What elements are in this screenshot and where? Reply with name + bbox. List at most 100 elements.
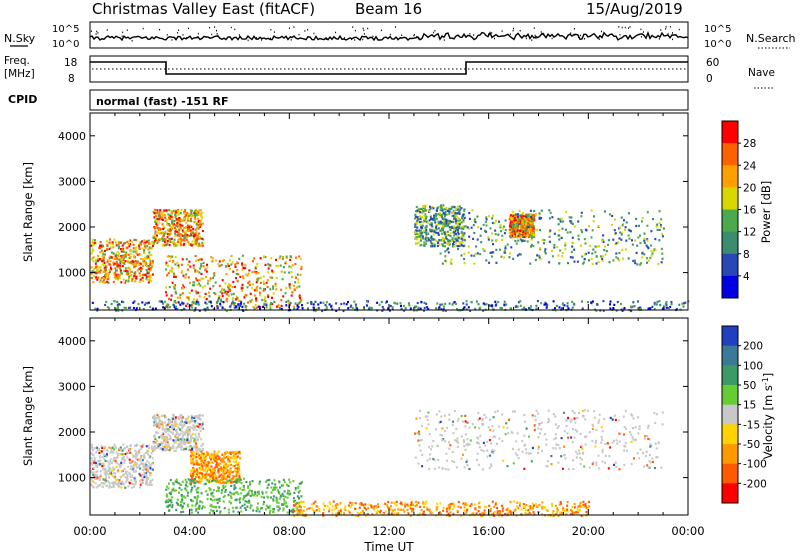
echo-cell [102, 253, 105, 256]
echo-cell [242, 477, 245, 480]
echo-cell [551, 249, 553, 252]
echo-cell [251, 493, 254, 496]
echo-cell [186, 503, 189, 506]
echo-cell [104, 303, 107, 307]
echo-cell [195, 290, 198, 293]
echo-cell [184, 231, 187, 234]
echo-cell [233, 470, 236, 473]
echo-cell [484, 229, 487, 232]
echo-cell [232, 270, 235, 273]
echo-cell [234, 467, 237, 470]
echo-cell [197, 217, 200, 220]
echo-cell [94, 307, 97, 310]
echo-cell [209, 277, 212, 280]
echo-cell [639, 241, 642, 245]
echo-cell [154, 220, 157, 223]
echo-cell [535, 304, 538, 307]
echo-cell [167, 213, 170, 216]
echo-cell [166, 430, 169, 433]
nsearch-dot [131, 40, 133, 42]
echo-cell [498, 220, 501, 223]
echo-cell [205, 472, 208, 476]
echo-cell [266, 486, 269, 489]
echo-cell [219, 304, 222, 307]
echo-cell [181, 439, 184, 442]
echo-cell [153, 448, 155, 451]
echo-cell [191, 486, 194, 489]
echo-cell [513, 228, 516, 231]
echo-cell [515, 242, 518, 245]
echo-cell [505, 422, 508, 425]
echo-cell [170, 294, 173, 297]
echo-cell [538, 254, 541, 258]
echo-cell [282, 494, 285, 497]
echo-cell [225, 297, 228, 300]
echo-cell [189, 232, 192, 235]
echo-cell [191, 459, 194, 462]
echo-cell [224, 290, 227, 293]
echo-cell [294, 302, 297, 305]
echo-cell [444, 309, 447, 312]
echo-cell [135, 465, 138, 468]
echo-cell [230, 502, 233, 505]
echo-cell [452, 240, 455, 244]
colorbar-tick-label: 24 [743, 160, 757, 172]
echo-cell [198, 435, 201, 438]
echo-cell [141, 459, 144, 462]
echo-cell [156, 224, 159, 227]
echo-cell [173, 275, 175, 278]
echo-cell [453, 244, 456, 247]
echo-cell [463, 445, 466, 448]
echo-cell [425, 427, 428, 430]
echo-cell [126, 246, 129, 249]
echo-cell [119, 260, 122, 263]
echo-cell [437, 220, 440, 223]
echo-cell [221, 476, 224, 479]
echo-cell [149, 305, 152, 309]
nsearch-dot [399, 36, 401, 39]
echo-cell [222, 500, 225, 503]
echo-cell [96, 266, 99, 269]
echo-cell [111, 482, 114, 485]
echo-cell [206, 498, 209, 501]
echo-cell [456, 224, 459, 227]
echo-cell [195, 428, 198, 432]
echo-cell [448, 302, 451, 305]
echo-cell [109, 263, 112, 266]
echo-cell [156, 425, 159, 428]
echo-cell [166, 240, 169, 243]
echo-cell [458, 225, 461, 229]
echo-cell [567, 307, 570, 310]
echo-cell [176, 226, 179, 229]
echo-cell [148, 242, 151, 245]
echo-cell [211, 454, 214, 457]
echo-cell [246, 274, 249, 277]
nsearch-dot [413, 34, 415, 36]
echo-cell [440, 222, 443, 225]
echo-cell [143, 249, 146, 252]
echo-cell [269, 303, 272, 306]
echo-cell [196, 416, 199, 419]
echo-cell [272, 292, 275, 295]
echo-cell [179, 243, 182, 246]
echo-cell [166, 499, 169, 502]
echo-cell [272, 488, 274, 492]
echo-cell [216, 501, 219, 505]
echo-cell [566, 302, 569, 305]
echo-cell [112, 252, 115, 255]
echo-cell [462, 213, 465, 216]
echo-cell [208, 453, 210, 456]
echo-cell [132, 243, 135, 247]
echo-cell [649, 307, 652, 310]
echo-cell [456, 234, 459, 237]
echo-cell [195, 241, 198, 244]
echo-cell [136, 458, 139, 461]
echo-cell [343, 302, 346, 305]
echo-cell [195, 292, 198, 295]
echo-cell [96, 271, 99, 274]
echo-cell [92, 244, 94, 247]
echo-cell [605, 250, 608, 253]
echo-cell [171, 266, 174, 270]
colorbar-tick-label: 20 [743, 182, 756, 194]
nsearch-dot [534, 34, 536, 37]
